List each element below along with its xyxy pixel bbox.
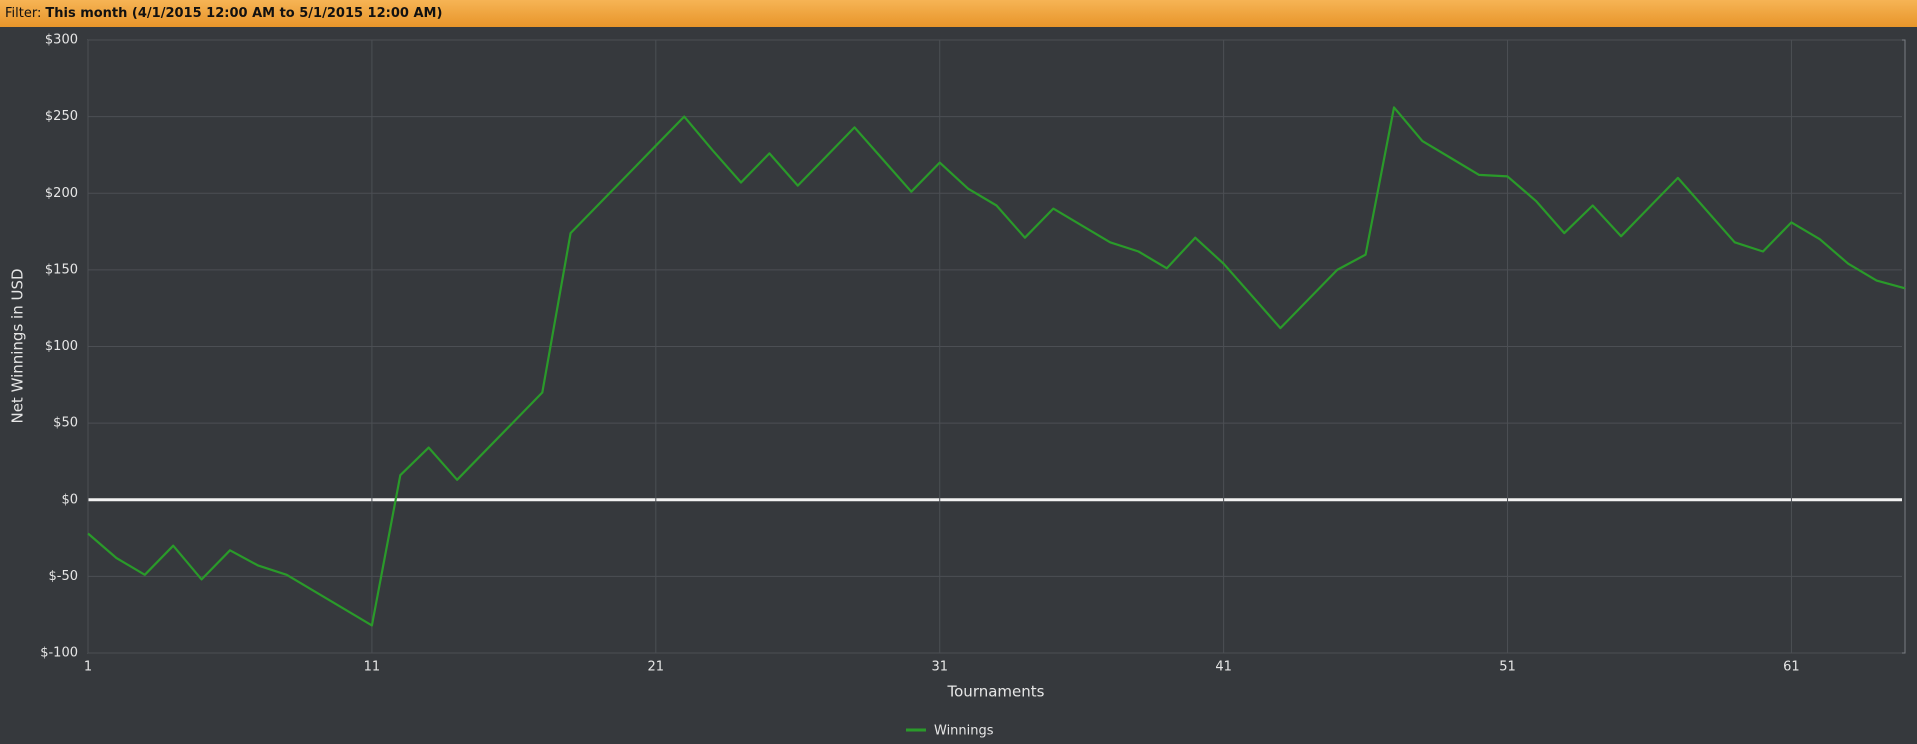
y-tick-label: $-50 (48, 569, 78, 584)
y-tick-label: $0 (61, 492, 78, 507)
y-tick-label: $150 (45, 262, 78, 277)
y-tick-label: $50 (53, 416, 78, 431)
y-axis-title: Net Winnings in USD (9, 268, 27, 423)
x-tick-label: 1 (84, 660, 92, 675)
x-tick-label: 31 (931, 660, 948, 675)
y-tick-label: $100 (45, 339, 78, 354)
x-tick-label: 11 (364, 660, 381, 675)
x-tick-label: 21 (648, 660, 665, 675)
x-axis-title: Tournaments (947, 683, 1045, 701)
y-tick-label: $300 (45, 33, 78, 48)
filter-label: Filter: (5, 6, 42, 21)
y-tick-label: $200 (45, 186, 78, 201)
filter-text: This month (4/1/2015 12:00 AM to 5/1/201… (45, 6, 443, 21)
y-tick-label: $250 (45, 109, 78, 124)
legend-label: Winnings (934, 724, 994, 739)
y-tick-label: $-100 (40, 646, 78, 661)
x-tick-label: 51 (1499, 660, 1516, 675)
series-line (87, 106, 1906, 627)
x-tick-label: 41 (1215, 660, 1232, 675)
x-tick-label: 61 (1783, 660, 1800, 675)
filter-bar: Filter: This month (4/1/2015 12:00 AM to … (0, 0, 1917, 27)
